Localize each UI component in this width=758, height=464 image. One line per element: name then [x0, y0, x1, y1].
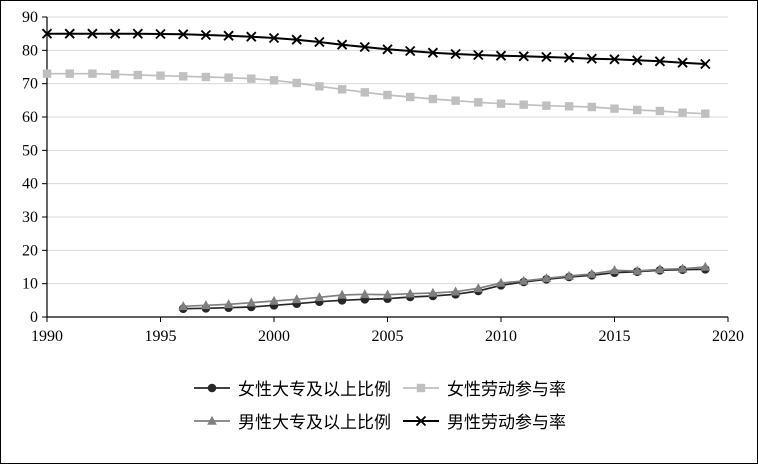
svg-text:0: 0	[30, 309, 38, 326]
svg-text:40: 40	[22, 176, 38, 193]
svg-text:80: 80	[22, 42, 38, 59]
svg-text:2005: 2005	[372, 328, 404, 345]
chart-plot: 0 10 20 30 40 50 60 70 80 90 1990 1995 2000 2005 2010 2…	[22, 9, 744, 345]
legend-marker-circle-icon	[194, 383, 230, 392]
svg-text:50: 50	[22, 142, 38, 159]
legend-marker-x-icon	[403, 415, 439, 426]
legend-label: 女性大专及以上比例	[238, 380, 391, 399]
svg-text:1990: 1990	[31, 328, 63, 345]
svg-text:20: 20	[22, 242, 38, 259]
legend-item-female-college: 女性大专及以上比例	[192, 375, 391, 400]
legend-label: 女性劳动参与率	[447, 380, 566, 399]
svg-text:60: 60	[22, 109, 38, 126]
svg-text:10: 10	[22, 276, 38, 293]
chart-legend: 女性大专及以上比例 女性劳动参与率 男性大专及以上比例 男性劳动参与率	[192, 375, 566, 433]
svg-text:2020: 2020	[712, 328, 744, 345]
svg-text:2000: 2000	[258, 328, 290, 345]
legend-marker-square-icon	[403, 383, 439, 392]
svg-text:2010: 2010	[485, 328, 517, 345]
svg-text:1995: 1995	[145, 328, 177, 345]
svg-text:30: 30	[22, 209, 38, 226]
plot-area: 0 10 20 30 40 50 60 70 80 90 1990 1995 2000 2005 2010 2…	[1, 1, 757, 349]
legend-label: 男性大专及以上比例	[238, 413, 391, 432]
svg-text:90: 90	[22, 9, 38, 26]
legend-item-female-lfp: 女性劳动参与率	[401, 375, 566, 400]
svg-text:70: 70	[22, 76, 38, 93]
legend-item-male-college: 男性大专及以上比例	[192, 408, 391, 433]
legend-marker-triangle-icon	[194, 415, 230, 425]
legend-label: 男性劳动参与率	[447, 413, 566, 432]
svg-text:2015: 2015	[599, 328, 631, 345]
legend-item-male-lfp: 男性劳动参与率	[401, 408, 566, 433]
